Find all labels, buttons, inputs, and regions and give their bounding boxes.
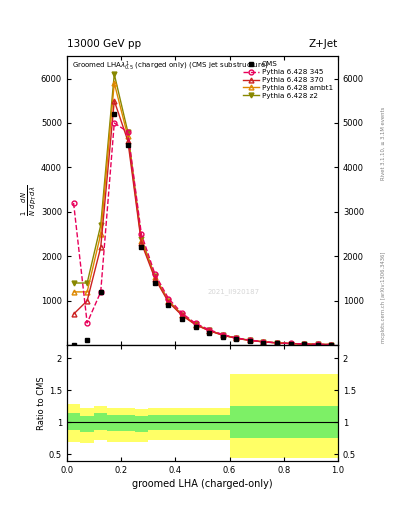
Legend: CMS, Pythia 6.428 345, Pythia 6.428 370, Pythia 6.428 ambt1, Pythia 6.428 z2: CMS, Pythia 6.428 345, Pythia 6.428 370,… bbox=[242, 60, 334, 100]
Text: Rivet 3.1.10, ≥ 3.1M events: Rivet 3.1.10, ≥ 3.1M events bbox=[381, 106, 386, 180]
Text: 13000 GeV pp: 13000 GeV pp bbox=[67, 38, 141, 49]
Text: mcplots.cern.ch [arXiv:1306.3436]: mcplots.cern.ch [arXiv:1306.3436] bbox=[381, 251, 386, 343]
Y-axis label: $\frac{1}{N}\,\frac{dN}{dp_T\,d\lambda}$: $\frac{1}{N}\,\frac{dN}{dp_T\,d\lambda}$ bbox=[20, 185, 39, 217]
X-axis label: groomed LHA (charged-only): groomed LHA (charged-only) bbox=[132, 479, 273, 489]
Y-axis label: Ratio to CMS: Ratio to CMS bbox=[37, 376, 46, 430]
Text: Groomed LHA$\lambda^1_{0.5}$ (charged only) (CMS jet substructure): Groomed LHA$\lambda^1_{0.5}$ (charged on… bbox=[72, 59, 269, 73]
Text: 2021_II920187: 2021_II920187 bbox=[208, 288, 260, 295]
Text: Z+Jet: Z+Jet bbox=[309, 38, 338, 49]
